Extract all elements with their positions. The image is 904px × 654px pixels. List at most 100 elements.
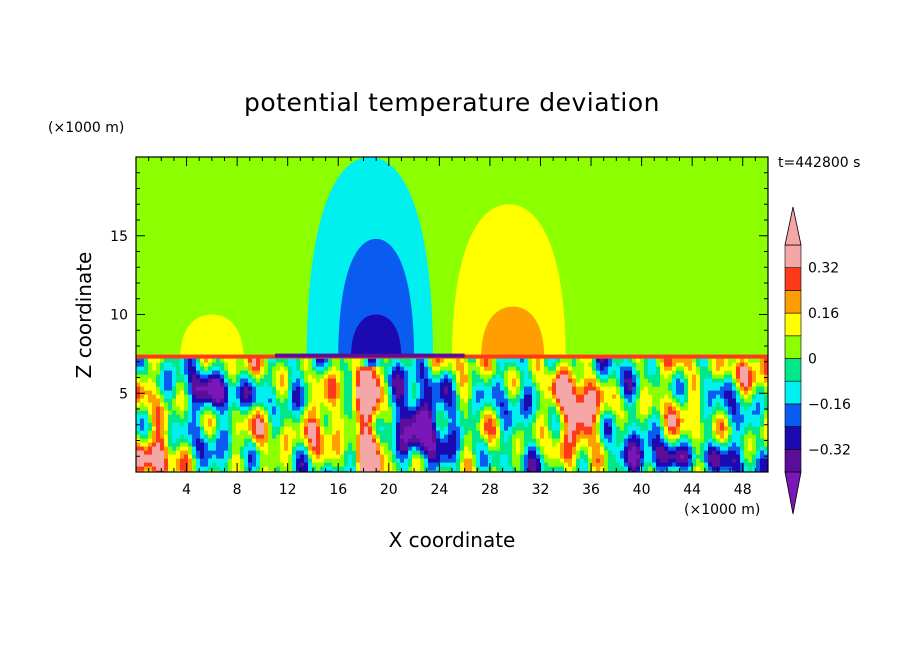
contour-cell	[392, 442, 397, 448]
contour-cell	[192, 370, 197, 376]
contour-cell	[292, 462, 297, 468]
contour-cell	[760, 470, 765, 472]
contour-cell	[136, 462, 141, 468]
contour-cell	[264, 358, 269, 364]
contour-cell	[428, 366, 433, 372]
contour-cell	[368, 462, 373, 468]
contour-cell	[456, 458, 461, 464]
contour-cell	[136, 446, 141, 452]
contour-cell	[280, 362, 285, 368]
contour-cell	[352, 362, 357, 368]
contour-cell	[404, 374, 409, 380]
contour-cell	[376, 358, 381, 364]
contour-cell	[692, 362, 697, 368]
contour-cell	[284, 442, 289, 448]
contour-cell	[328, 386, 333, 392]
contour-cell	[672, 406, 677, 412]
contour-cell	[664, 378, 669, 384]
contour-cell	[764, 430, 768, 436]
contour-cell	[712, 406, 717, 412]
contour-cell	[564, 454, 569, 460]
contour-cell	[560, 390, 565, 396]
contour-cell	[724, 370, 729, 376]
contour-cell	[528, 418, 533, 424]
contour-cell	[320, 414, 325, 420]
contour-cell	[664, 370, 669, 376]
contour-cell	[352, 406, 357, 412]
contour-cell	[744, 394, 749, 400]
contour-cell	[524, 410, 529, 416]
contour-cell	[488, 454, 493, 460]
contour-cell	[404, 386, 409, 392]
contour-cell	[736, 454, 741, 460]
contour-cell	[328, 414, 333, 420]
contour-cell	[432, 450, 437, 456]
contour-cell	[200, 374, 205, 380]
contour-cell	[408, 450, 413, 456]
contour-cell	[284, 422, 289, 428]
contour-cell	[648, 450, 653, 456]
contour-cell	[520, 458, 525, 464]
contour-cell	[752, 470, 757, 472]
contour-cell	[612, 398, 617, 404]
contour-cell	[644, 414, 649, 420]
contour-cell	[408, 410, 413, 416]
contour-cell	[384, 434, 389, 440]
contour-cell	[736, 358, 741, 364]
contour-cell	[608, 422, 613, 428]
contour-cell	[440, 358, 445, 364]
contour-cell	[364, 362, 369, 368]
contour-cell	[376, 446, 381, 452]
contour-cell	[248, 390, 253, 396]
contour-cell	[600, 446, 605, 452]
contour-cell	[232, 442, 237, 448]
contour-cell	[480, 422, 485, 428]
contour-cell	[316, 466, 321, 472]
contour-cell	[200, 426, 205, 432]
contour-cell	[296, 426, 301, 432]
contour-cell	[448, 406, 453, 412]
contour-cell	[624, 442, 629, 448]
contour-cell	[256, 382, 261, 388]
contour-cell	[272, 366, 277, 372]
contour-cell	[484, 402, 489, 408]
x-tick-label: 16	[329, 482, 347, 498]
contour-cell	[348, 366, 353, 372]
contour-cell	[148, 386, 153, 392]
contour-cell	[544, 386, 549, 392]
contour-cell	[416, 390, 421, 396]
contour-cell	[204, 378, 209, 384]
contour-cell	[376, 434, 381, 440]
contour-cell	[208, 362, 213, 368]
contour-cell	[160, 450, 165, 456]
contour-cell	[340, 414, 345, 420]
contour-cell	[756, 418, 761, 424]
contour-cell	[148, 418, 153, 424]
contour-cell	[284, 430, 289, 436]
contour-cell	[548, 394, 553, 400]
contour-cell	[480, 406, 485, 412]
contour-cell	[728, 434, 733, 440]
contour-cell	[496, 438, 501, 444]
contour-cell	[764, 414, 768, 420]
contour-cell	[456, 442, 461, 448]
contour-cell	[752, 430, 757, 436]
contour-cell	[524, 374, 529, 380]
contour-cell	[296, 394, 301, 400]
contour-cell	[464, 394, 469, 400]
contour-cell	[400, 378, 405, 384]
contour-cell	[752, 398, 757, 404]
contour-cell	[208, 358, 213, 364]
contour-cell	[420, 422, 425, 428]
contour-cell	[380, 446, 385, 452]
contour-cell	[576, 386, 581, 392]
contour-cell	[640, 438, 645, 444]
contour-cell	[172, 414, 177, 420]
contour-cell	[272, 414, 277, 420]
contour-cell	[168, 466, 173, 472]
contour-cell	[648, 470, 653, 472]
contour-cell	[480, 358, 485, 364]
contour-cell	[188, 450, 193, 456]
contour-cell	[688, 414, 693, 420]
contour-cell	[588, 454, 593, 460]
